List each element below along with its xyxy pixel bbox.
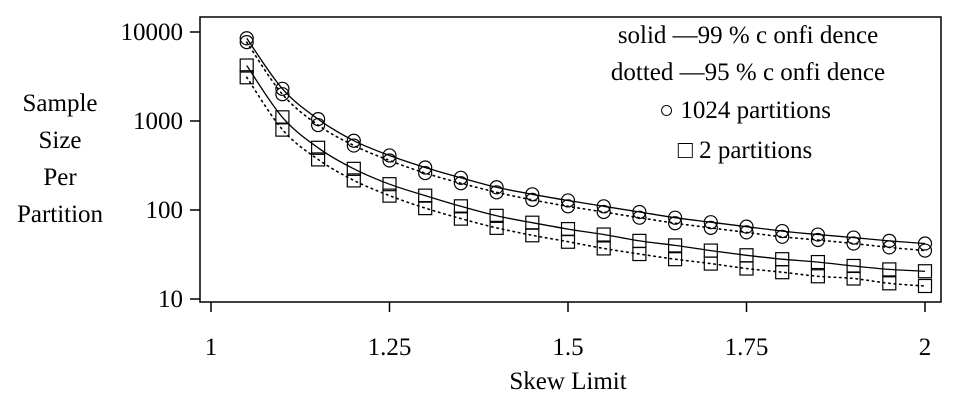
data-point-square: [525, 228, 540, 243]
data-point-square: [703, 256, 718, 271]
data-point-circle: [667, 216, 683, 231]
data-point-circle: [882, 240, 897, 255]
y-axis-title-line: Partition: [17, 201, 104, 228]
series-square-dotted: [239, 70, 933, 294]
data-point-circle: [810, 227, 826, 242]
y-tick-label: 100: [146, 197, 184, 224]
data-point-circle: [382, 148, 397, 163]
data-point-circle: [525, 192, 540, 207]
data-point-square: [453, 211, 468, 226]
data-point-circle: [596, 204, 611, 220]
data-point-circle: [560, 199, 576, 214]
data-point-square: [917, 264, 933, 279]
x-tick-label: 1.25: [368, 334, 412, 361]
data-point-square: [382, 188, 397, 203]
y-tick-label: 1000: [133, 108, 183, 135]
x-tick-label: 2: [919, 334, 932, 361]
y-axis-title-line: Size: [38, 127, 81, 154]
data-point-circle: [382, 153, 397, 168]
x-axis-title: Skew Limit: [509, 368, 626, 395]
data-point-circle: [775, 223, 790, 239]
data-point-circle: [917, 243, 933, 258]
data-point-square: [596, 241, 611, 256]
data-point-square: [810, 269, 826, 284]
data-point-square: [275, 110, 290, 125]
data-point-square: [882, 262, 897, 277]
x-tick-label: 1: [205, 334, 218, 361]
x-tick-label: 1.75: [725, 334, 769, 361]
series-line-square-dotted: [245, 76, 926, 287]
data-point-circle: [703, 220, 718, 235]
series-line-square-solid: [246, 65, 926, 272]
data-point-square: [346, 173, 361, 188]
data-point-square: [739, 261, 754, 276]
legend-line-dotted: dotted —95 % c onfi dence: [611, 59, 885, 86]
data-point-circle: [239, 31, 254, 46]
data-point-circle: [275, 81, 290, 96]
y-axis-title-line: Per: [43, 164, 77, 191]
data-point-circle: [453, 176, 468, 191]
data-point-circle: [632, 204, 647, 220]
data-point-circle: [846, 230, 861, 245]
data-point-square: [311, 152, 326, 167]
data-point-square: [239, 58, 254, 73]
data-point-square: [275, 122, 290, 137]
y-tick-label: 10000: [121, 19, 184, 46]
legend-line-solid: solid —99 % c onfi dence: [618, 22, 878, 49]
data-point-circle: [810, 232, 826, 248]
data-point-circle: [917, 236, 933, 251]
data-point-square: [667, 252, 683, 267]
data-point-square: [632, 246, 647, 262]
data-point-circle: [739, 225, 754, 240]
series-square-solid: [239, 58, 933, 279]
y-axis-title-line: Sample: [23, 90, 98, 117]
data-point-square: [667, 238, 683, 253]
data-point-square: [810, 254, 826, 270]
data-point-circle: [632, 210, 647, 225]
data-point-square: [489, 208, 504, 223]
data-point-circle: [453, 170, 468, 185]
data-point-circle: [239, 35, 254, 50]
data-point-square: [846, 271, 861, 286]
data-point-square: [418, 201, 433, 216]
data-point-square: [596, 227, 611, 242]
data-point-square: [882, 276, 897, 291]
data-point-circle: [346, 133, 361, 148]
data-point-square: [382, 177, 397, 192]
legend-entry-1024-partitions: ○ 1024 partitions: [659, 97, 831, 124]
x-tick-label: 1.5: [552, 334, 583, 361]
data-point-square: [560, 234, 576, 249]
data-point-circle: [596, 199, 611, 214]
data-point-circle: [489, 185, 504, 200]
series-circle-dotted: [239, 35, 933, 258]
data-point-circle: [346, 138, 361, 153]
data-point-circle: [311, 117, 326, 133]
data-point-square: [917, 278, 933, 294]
data-point-circle: [667, 210, 683, 225]
data-point-circle: [275, 87, 290, 102]
data-point-square: [453, 199, 468, 214]
data-point-circle: [489, 180, 504, 195]
data-point-circle: [703, 215, 718, 230]
data-point-circle: [775, 229, 790, 244]
data-point-square: [346, 161, 361, 176]
data-point-circle: [418, 165, 433, 181]
series-line-circle-dotted: [245, 41, 926, 252]
data-point-square: [489, 220, 504, 235]
data-point-square: [311, 140, 326, 155]
data-point-circle: [525, 187, 540, 202]
data-point-square: [239, 70, 254, 85]
data-point-circle: [418, 160, 433, 175]
plot-frame: [199, 16, 942, 303]
y-tick-label: 10: [158, 286, 183, 313]
legend-entry-2-partitions: □ 2 partitions: [678, 137, 813, 164]
data-point-square: [775, 265, 790, 280]
data-point-circle: [846, 236, 861, 251]
